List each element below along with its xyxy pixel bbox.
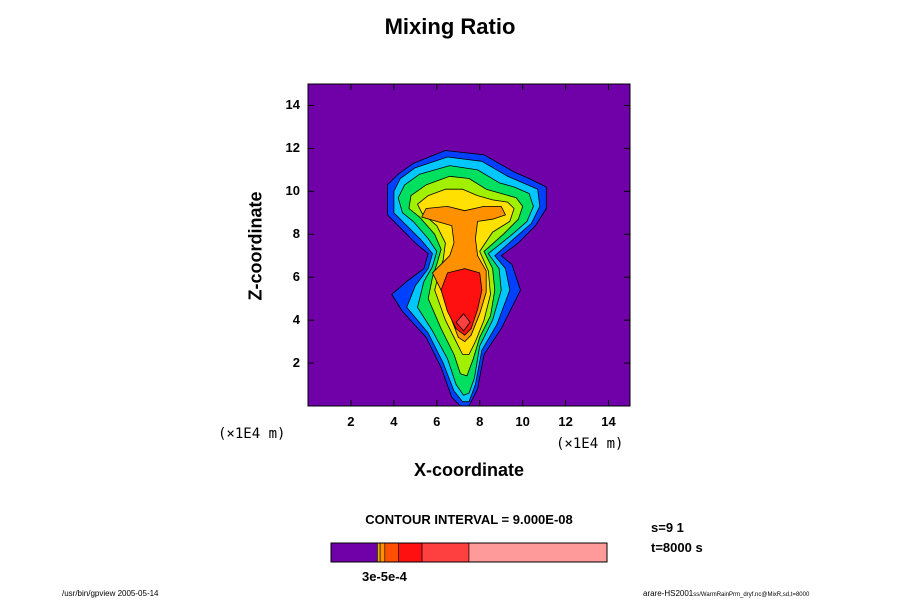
colorbar-label: 3e-5e-4: [362, 569, 407, 584]
x-tick-label: 6: [433, 414, 441, 429]
colorbar-segment: [421, 542, 470, 563]
footer-left: /usr/bin/gpview 2005-05-14: [62, 589, 159, 598]
colorbar-frame: [330, 542, 608, 563]
y-tick-label: 14: [285, 97, 300, 113]
x-axis-unit: (×1E4 m): [556, 436, 624, 452]
y-tick-label: 6: [292, 269, 300, 285]
y-tick-label: 4: [292, 312, 300, 328]
footer-right: arare-HS2001ss/WarmRainPrm_dryf.nc@MixR,…: [643, 589, 809, 598]
contour-interval: CONTOUR INTERVAL = 9.000E-08: [365, 512, 573, 527]
x-axis-label: X-coordinate: [413, 460, 524, 480]
footer-right-small: ss/WarmRainPrm_dryf.nc@MixR,sd,t=8000: [693, 592, 810, 598]
colorbar-segment: [468, 542, 608, 563]
y-tick-label: 10: [285, 183, 300, 199]
chart-title: Mixing Ratio: [384, 14, 516, 39]
contour-level-7: [440, 268, 483, 336]
s-annotation: s=9 1: [651, 520, 684, 535]
x-tick-label: 2: [347, 414, 355, 429]
y-axis-unit: (×1E4 m): [218, 426, 286, 442]
plot-frame: [307, 83, 631, 407]
x-tick-label: 4: [390, 414, 398, 429]
contour-level-8: [455, 313, 471, 332]
y-tick-label: 2: [292, 355, 300, 371]
y-tick-label: 12: [285, 140, 300, 156]
colorbar-segment: [330, 542, 378, 563]
footer-right-main: arare-HS2001: [643, 589, 694, 598]
colorbar-segment: [377, 542, 381, 563]
colorbar-segment: [384, 542, 399, 563]
x-tick-label: 12: [558, 414, 573, 429]
colorbar-segment: [398, 542, 423, 563]
y-axis-label: Z-coordinate: [245, 191, 266, 301]
x-tick-label: 8: [476, 414, 484, 429]
x-tick-label: 10: [515, 414, 530, 429]
t-annotation: t=8000 s: [651, 540, 703, 555]
x-tick-label: 14: [601, 414, 616, 429]
y-tick-label: 8: [292, 226, 300, 242]
colorbar-segment: [379, 542, 386, 563]
